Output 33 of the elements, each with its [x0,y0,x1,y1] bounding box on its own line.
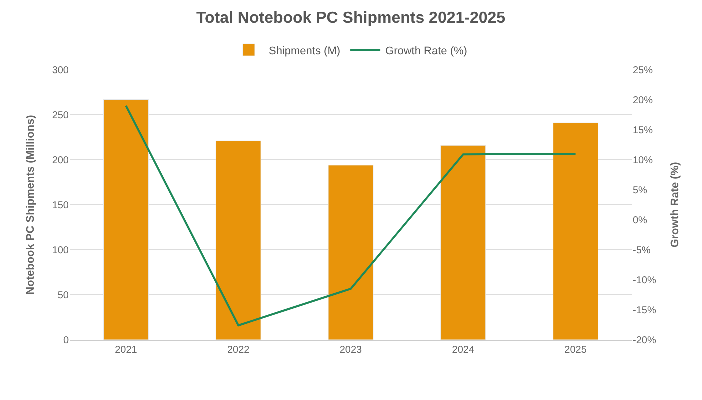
y2-tick-label: 25% [633,66,654,76]
bar [216,140,262,340]
y2-tick-label: -20% [633,336,656,346]
y2-tick-label: -5% [633,246,651,256]
y2-axis-title: Growth Rate (%) [670,162,682,248]
legend-label: Growth Rate (%) [386,45,468,58]
y2-tick-label: 0% [633,216,648,226]
y2-tick-label: -10% [633,276,656,286]
y-axis-title: Notebook PC Shipments (Millions) [24,114,37,295]
y-tick-label: 300 [52,66,70,76]
line-series [125,105,577,327]
y2-tick-label: -15% [633,306,656,316]
bar [440,145,486,340]
chart-title: Total Notebook PC Shipments 2021-2025 [196,10,506,28]
x-tick-label: 2022 [227,345,250,356]
y2-tick-label: 10% [633,156,654,166]
y2-tick-label: 20% [633,96,654,106]
legend-label: Shipments (M) [269,45,341,58]
y-tick-label: 250 [52,110,70,122]
y-tick-label: 100 [52,246,70,256]
y-tick-label: 50 [58,290,70,302]
x-tick-label: 2025 [564,345,588,356]
y-tick-label: 0 [63,336,70,346]
y-tick-label: 200 [52,156,70,166]
x-tick-label: 2021 [115,345,138,356]
y2-tick-label: 15% [633,126,654,136]
x-tick-label: 2024 [452,345,475,356]
bar [553,122,599,340]
bar [328,165,374,340]
y-tick-label: 150 [52,200,70,212]
x-tick-label: 2023 [340,345,363,356]
bar [103,99,149,340]
y2-tick-label: 5% [633,186,648,196]
